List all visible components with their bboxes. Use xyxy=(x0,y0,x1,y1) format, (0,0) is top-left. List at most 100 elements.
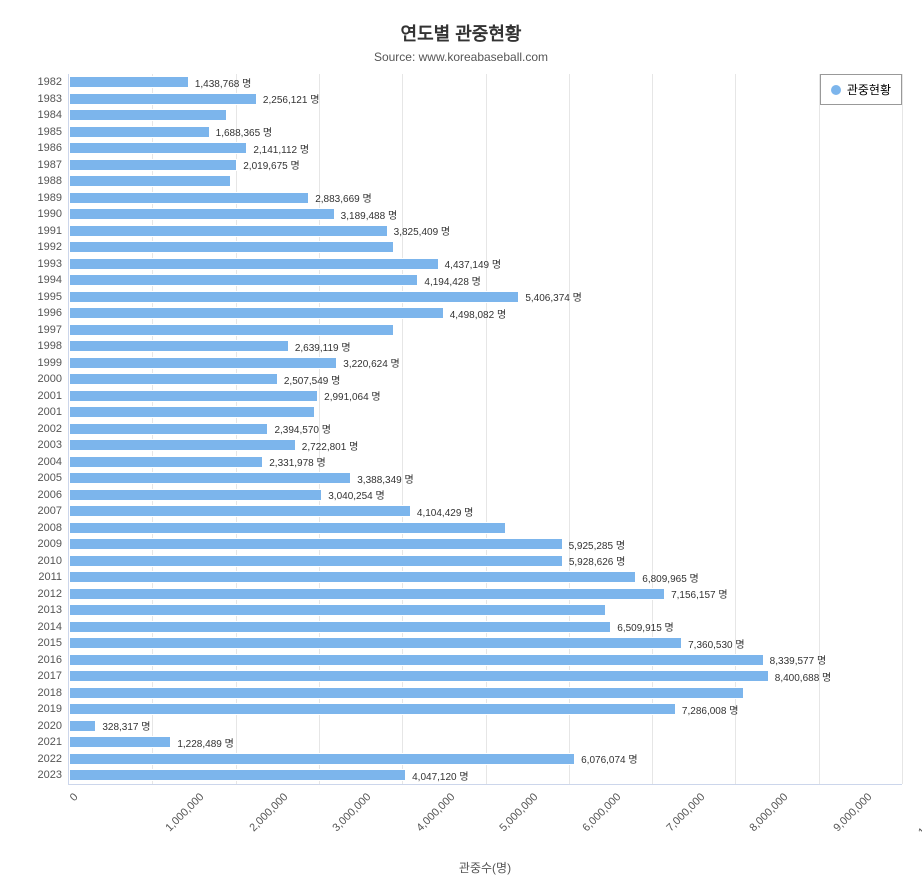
bar[interactable] xyxy=(69,423,268,435)
x-tick-label: 4,000,000 xyxy=(414,791,457,834)
bar-value-label: 2,639,119 명 xyxy=(295,339,351,354)
chart-title: 연도별 관중현황 xyxy=(20,20,902,46)
x-axis: 01,000,0002,000,0003,000,0004,000,0005,0… xyxy=(68,785,902,855)
y-tick-label: 1998 xyxy=(20,338,68,355)
bar[interactable] xyxy=(69,324,394,336)
bar-row xyxy=(69,107,902,124)
y-tick-label: 2005 xyxy=(20,470,68,487)
bar-value-label: 1,228,489 명 xyxy=(177,735,233,750)
y-tick-label: 2012 xyxy=(20,586,68,603)
bar[interactable] xyxy=(69,126,210,138)
y-tick-label: 2001 xyxy=(20,404,68,421)
y-tick-label: 2023 xyxy=(20,767,68,784)
bar-row: 2,991,064 명 xyxy=(69,388,902,405)
bar[interactable] xyxy=(69,489,322,501)
bar[interactable] xyxy=(69,175,231,187)
bar[interactable] xyxy=(69,654,764,666)
bar[interactable] xyxy=(69,571,636,583)
bar[interactable] xyxy=(69,439,296,451)
bar[interactable] xyxy=(69,76,189,88)
bar[interactable] xyxy=(69,637,682,649)
bar[interactable] xyxy=(69,621,611,633)
bar[interactable] xyxy=(69,357,337,369)
bar[interactable] xyxy=(69,390,318,402)
y-tick-label: 2020 xyxy=(20,718,68,735)
bar-row: 7,156,157 명 xyxy=(69,586,902,603)
x-tick-label: 7,000,000 xyxy=(664,791,707,834)
bar[interactable] xyxy=(69,703,676,715)
bar[interactable] xyxy=(69,307,444,319)
bar-row xyxy=(69,404,902,421)
bar-value-label: 5,406,374 명 xyxy=(525,289,581,304)
bar-row: 6,076,074 명 xyxy=(69,751,902,768)
bar[interactable] xyxy=(69,720,96,732)
bar-value-label: 4,194,428 명 xyxy=(424,273,480,288)
y-tick-label: 2000 xyxy=(20,371,68,388)
bar-row: 3,220,624 명 xyxy=(69,355,902,372)
bar-row: 4,194,428 명 xyxy=(69,272,902,289)
bar[interactable] xyxy=(69,406,315,418)
bar-value-label: 2,141,112 명 xyxy=(253,141,309,156)
bar[interactable] xyxy=(69,687,744,699)
bar[interactable] xyxy=(69,670,769,682)
bar-row: 5,928,626 명 xyxy=(69,553,902,570)
bar[interactable] xyxy=(69,274,418,286)
bar[interactable] xyxy=(69,241,394,253)
y-tick-label: 2018 xyxy=(20,685,68,702)
y-tick-label: 2009 xyxy=(20,536,68,553)
bar[interactable] xyxy=(69,109,227,121)
bar-row: 2,507,549 명 xyxy=(69,371,902,388)
bar[interactable] xyxy=(69,258,439,270)
bar-value-label: 7,156,157 명 xyxy=(671,586,727,601)
bar-row: 8,400,688 명 xyxy=(69,668,902,685)
bar-row: 5,406,374 명 xyxy=(69,289,902,306)
bar-value-label: 3,825,409 명 xyxy=(394,223,450,238)
bar-row: 328,317 명 xyxy=(69,718,902,735)
bar-value-label: 8,339,577 명 xyxy=(770,652,826,667)
bar[interactable] xyxy=(69,142,247,154)
y-tick-label: 2003 xyxy=(20,437,68,454)
y-tick-label: 2007 xyxy=(20,503,68,520)
bar[interactable] xyxy=(69,373,278,385)
bar[interactable] xyxy=(69,472,351,484)
bar[interactable] xyxy=(69,505,411,517)
y-tick-label: 1982 xyxy=(20,74,68,91)
bar[interactable] xyxy=(69,456,263,468)
bar[interactable] xyxy=(69,291,519,303)
bar[interactable] xyxy=(69,588,665,600)
bar[interactable] xyxy=(69,93,257,105)
bar[interactable] xyxy=(69,538,563,550)
bar[interactable] xyxy=(69,769,406,781)
bar-row: 2,141,112 명 xyxy=(69,140,902,157)
bar-row: 3,825,409 명 xyxy=(69,223,902,240)
bar[interactable] xyxy=(69,340,289,352)
bar-value-label: 2,256,121 명 xyxy=(263,91,319,106)
bar-row: 1,438,768 명 xyxy=(69,74,902,91)
bar-row: 1,688,365 명 xyxy=(69,124,902,141)
bar[interactable] xyxy=(69,604,606,616)
y-tick-label: 1989 xyxy=(20,190,68,207)
bar-value-label: 3,388,349 명 xyxy=(357,471,413,486)
bar[interactable] xyxy=(69,522,506,534)
y-tick-label: 1993 xyxy=(20,256,68,273)
bar[interactable] xyxy=(69,555,563,567)
bar[interactable] xyxy=(69,753,575,765)
x-tick-label: 6,000,000 xyxy=(581,791,624,834)
bar-value-label: 2,394,570 명 xyxy=(274,421,330,436)
bar-row xyxy=(69,173,902,190)
bar-value-label: 1,438,768 명 xyxy=(195,75,251,90)
y-tick-label: 2002 xyxy=(20,421,68,438)
bar[interactable] xyxy=(69,225,388,237)
x-tick-label: 5,000,000 xyxy=(497,791,540,834)
gridline xyxy=(902,74,903,784)
bar-row: 2,256,121 명 xyxy=(69,91,902,108)
bar-value-label: 4,437,149 명 xyxy=(445,256,501,271)
bar[interactable] xyxy=(69,159,237,171)
bar[interactable] xyxy=(69,736,171,748)
bar-row: 7,360,530 명 xyxy=(69,635,902,652)
bar-row: 2,394,570 명 xyxy=(69,421,902,438)
bar[interactable] xyxy=(69,208,335,220)
y-tick-label: 2014 xyxy=(20,619,68,636)
bar[interactable] xyxy=(69,192,309,204)
bar-value-label: 7,360,530 명 xyxy=(688,636,744,651)
